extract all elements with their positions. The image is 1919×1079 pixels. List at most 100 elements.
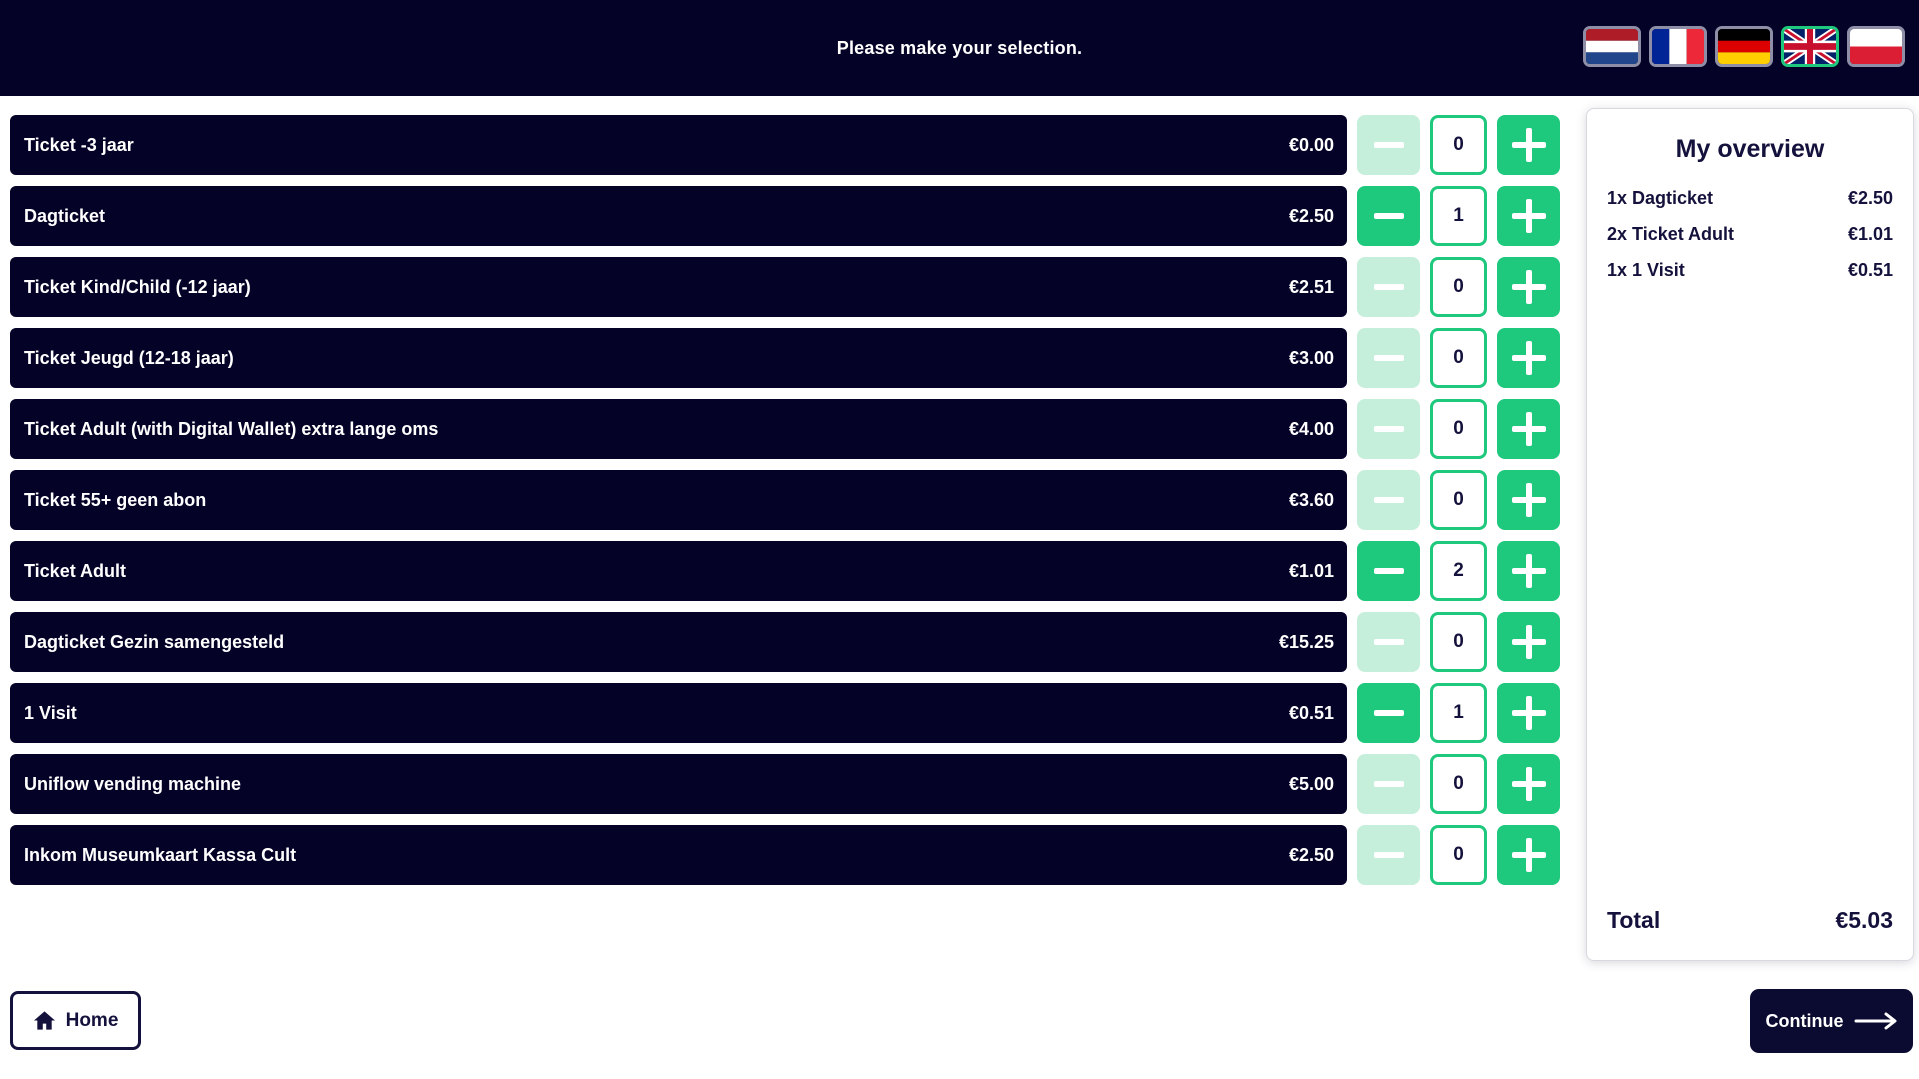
increase-button[interactable] (1497, 257, 1560, 317)
increase-button[interactable] (1497, 541, 1560, 601)
increase-button[interactable] (1497, 399, 1560, 459)
quantity-value: 0 (1430, 754, 1487, 814)
decrease-button[interactable] (1357, 754, 1420, 814)
ticket-row: Ticket Adult (with Digital Wallet) extra… (10, 399, 1560, 459)
overview-item-label: 1x 1 Visit (1607, 260, 1685, 280)
overview-item-label: 1x Dagticket (1607, 188, 1714, 208)
flag-gb-icon[interactable] (1781, 26, 1839, 67)
minus-icon (1373, 781, 1404, 787)
increase-button[interactable] (1497, 470, 1560, 530)
ticket-name: Ticket 55+ geen abon (24, 489, 207, 510)
increase-button[interactable] (1497, 683, 1560, 743)
increase-button[interactable] (1497, 115, 1560, 175)
home-button[interactable]: Home (10, 991, 141, 1050)
ticket-card: Uniflow vending machine €5.00 (10, 754, 1347, 814)
ticket-card: 1 Visit €0.51 (10, 683, 1347, 743)
increase-button[interactable] (1497, 328, 1560, 388)
overview-item-price: €2.50 (1847, 188, 1893, 208)
ticket-card: Dagticket €2.50 (10, 186, 1347, 246)
decrease-button[interactable] (1357, 186, 1420, 246)
flag-pl-icon[interactable] (1847, 26, 1905, 67)
ticket-row: Ticket Adult €1.01 2 (10, 541, 1560, 601)
minus-icon (1373, 284, 1404, 290)
minus-icon (1373, 852, 1404, 858)
ticket-price: €3.00 (1288, 347, 1334, 368)
ticket-card: Ticket 55+ geen abon €3.60 (10, 470, 1347, 530)
header: Please make your selection. (0, 0, 1919, 96)
quantity-value: 0 (1430, 115, 1487, 175)
increase-button[interactable] (1497, 825, 1560, 885)
ticket-name: Inkom Museumkaart Kassa Cult (24, 844, 297, 865)
ticket-list: Ticket -3 jaar €0.00 0 Dagticket €2.50 1 (10, 115, 1560, 896)
ticket-price: €1.01 (1288, 560, 1334, 581)
decrease-button[interactable] (1357, 257, 1420, 317)
decrease-button[interactable] (1357, 825, 1420, 885)
decrease-button[interactable] (1357, 683, 1420, 743)
minus-icon (1373, 639, 1404, 645)
plus-icon (1511, 270, 1546, 304)
ticket-price: €3.60 (1288, 489, 1334, 510)
decrease-button[interactable] (1357, 328, 1420, 388)
plus-icon (1511, 199, 1546, 233)
minus-icon (1373, 142, 1404, 148)
ticket-card: Ticket Adult €1.01 (10, 541, 1347, 601)
ticket-row: Ticket Kind/Child (-12 jaar) €2.51 0 (10, 257, 1560, 317)
ticket-card: Ticket -3 jaar €0.00 (10, 115, 1347, 175)
decrease-button[interactable] (1357, 470, 1420, 530)
total-label: Total (1607, 907, 1661, 933)
decrease-button[interactable] (1357, 399, 1420, 459)
ticket-row: Dagticket €2.50 1 (10, 186, 1560, 246)
quantity-value: 1 (1430, 683, 1487, 743)
ticket-name: Dagticket (24, 205, 106, 226)
decrease-button[interactable] (1357, 115, 1420, 175)
overview-title: My overview (1675, 135, 1825, 163)
ticket-row: Ticket -3 jaar €0.00 0 (10, 115, 1560, 175)
decrease-button[interactable] (1357, 541, 1420, 601)
minus-icon (1373, 497, 1404, 503)
continue-label: Continue (1765, 1010, 1844, 1031)
language-selector (1583, 26, 1905, 67)
flag-de-icon[interactable] (1715, 26, 1773, 67)
ticket-price: €15.25 (1278, 631, 1334, 652)
overview-panel: My overview 1x Dagticket €2.50 2x Ticket… (1586, 108, 1914, 961)
overview-total: Total €5.03 (1587, 907, 1913, 934)
ticket-price: €2.51 (1288, 276, 1334, 297)
plus-icon (1511, 767, 1546, 801)
increase-button[interactable] (1497, 186, 1560, 246)
ticket-card: Ticket Adult (with Digital Wallet) extra… (10, 399, 1347, 459)
overview-item: 2x Ticket Adult €1.01 (1607, 224, 1893, 245)
decrease-button[interactable] (1357, 612, 1420, 672)
overview-item-price: €1.01 (1847, 224, 1893, 244)
ticket-name: 1 Visit (24, 702, 77, 723)
continue-button[interactable]: Continue (1750, 989, 1913, 1053)
ticket-row: Inkom Museumkaart Kassa Cult €2.50 0 (10, 825, 1560, 885)
plus-icon (1511, 696, 1546, 730)
ticket-name: Ticket Adult (with Digital Wallet) extra… (24, 418, 439, 439)
quantity-value: 0 (1430, 399, 1487, 459)
quantity-value: 0 (1430, 257, 1487, 317)
arrow-right-icon (1854, 1012, 1896, 1030)
minus-icon (1373, 710, 1404, 716)
ticket-price: €2.50 (1288, 844, 1334, 865)
overview-items: 1x Dagticket €2.50 2x Ticket Adult €1.01… (1587, 188, 1913, 296)
plus-icon (1511, 128, 1546, 162)
minus-icon (1373, 568, 1404, 574)
ticket-price: €0.51 (1288, 702, 1334, 723)
ticket-card: Ticket Kind/Child (-12 jaar) €2.51 (10, 257, 1347, 317)
flag-nl-icon[interactable] (1583, 26, 1641, 67)
quantity-value: 0 (1430, 825, 1487, 885)
increase-button[interactable] (1497, 612, 1560, 672)
flag-fr-icon[interactable] (1649, 26, 1707, 67)
panel-spacer (1587, 296, 1913, 907)
ticket-name: Dagticket Gezin samengesteld (24, 631, 285, 652)
ticket-row: Ticket 55+ geen abon €3.60 0 (10, 470, 1560, 530)
plus-icon (1511, 625, 1546, 659)
ticket-row: Uniflow vending machine €5.00 0 (10, 754, 1560, 814)
ticket-row: Dagticket Gezin samengesteld €15.25 0 (10, 612, 1560, 672)
ticket-name: Ticket Kind/Child (-12 jaar) (24, 276, 251, 297)
plus-icon (1511, 554, 1546, 588)
increase-button[interactable] (1497, 754, 1560, 814)
ticket-name: Uniflow vending machine (24, 773, 242, 794)
ticket-row: 1 Visit €0.51 1 (10, 683, 1560, 743)
ticket-price: €0.00 (1288, 134, 1334, 155)
